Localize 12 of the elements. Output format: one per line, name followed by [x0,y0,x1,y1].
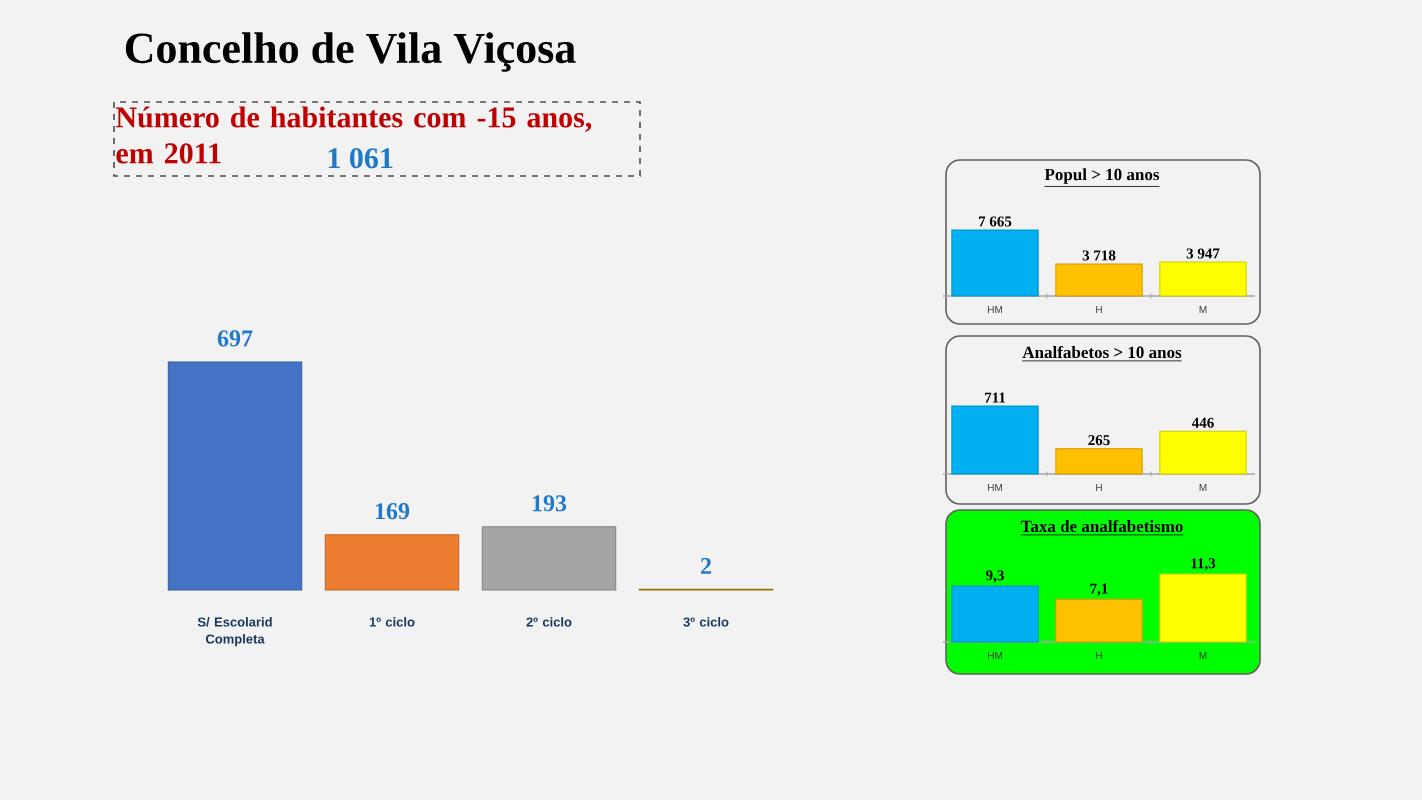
data-label: 169 [375,503,410,520]
bar [167,361,303,591]
bar [324,534,460,591]
data-label: 697 [217,330,253,347]
chart-title: Popul > 10 anos [1044,168,1160,184]
chart-title: Concelho de Vila Viçosa [125,32,576,72]
text: 1 061 [328,148,393,169]
data-label: 2 [701,557,711,574]
bar [481,526,617,591]
chart-title: Analfabetos > 10 anos [1022,345,1182,359]
data-label: 193 [532,495,567,512]
chart-title: Taxa de analfabetismo [1020,519,1183,533]
